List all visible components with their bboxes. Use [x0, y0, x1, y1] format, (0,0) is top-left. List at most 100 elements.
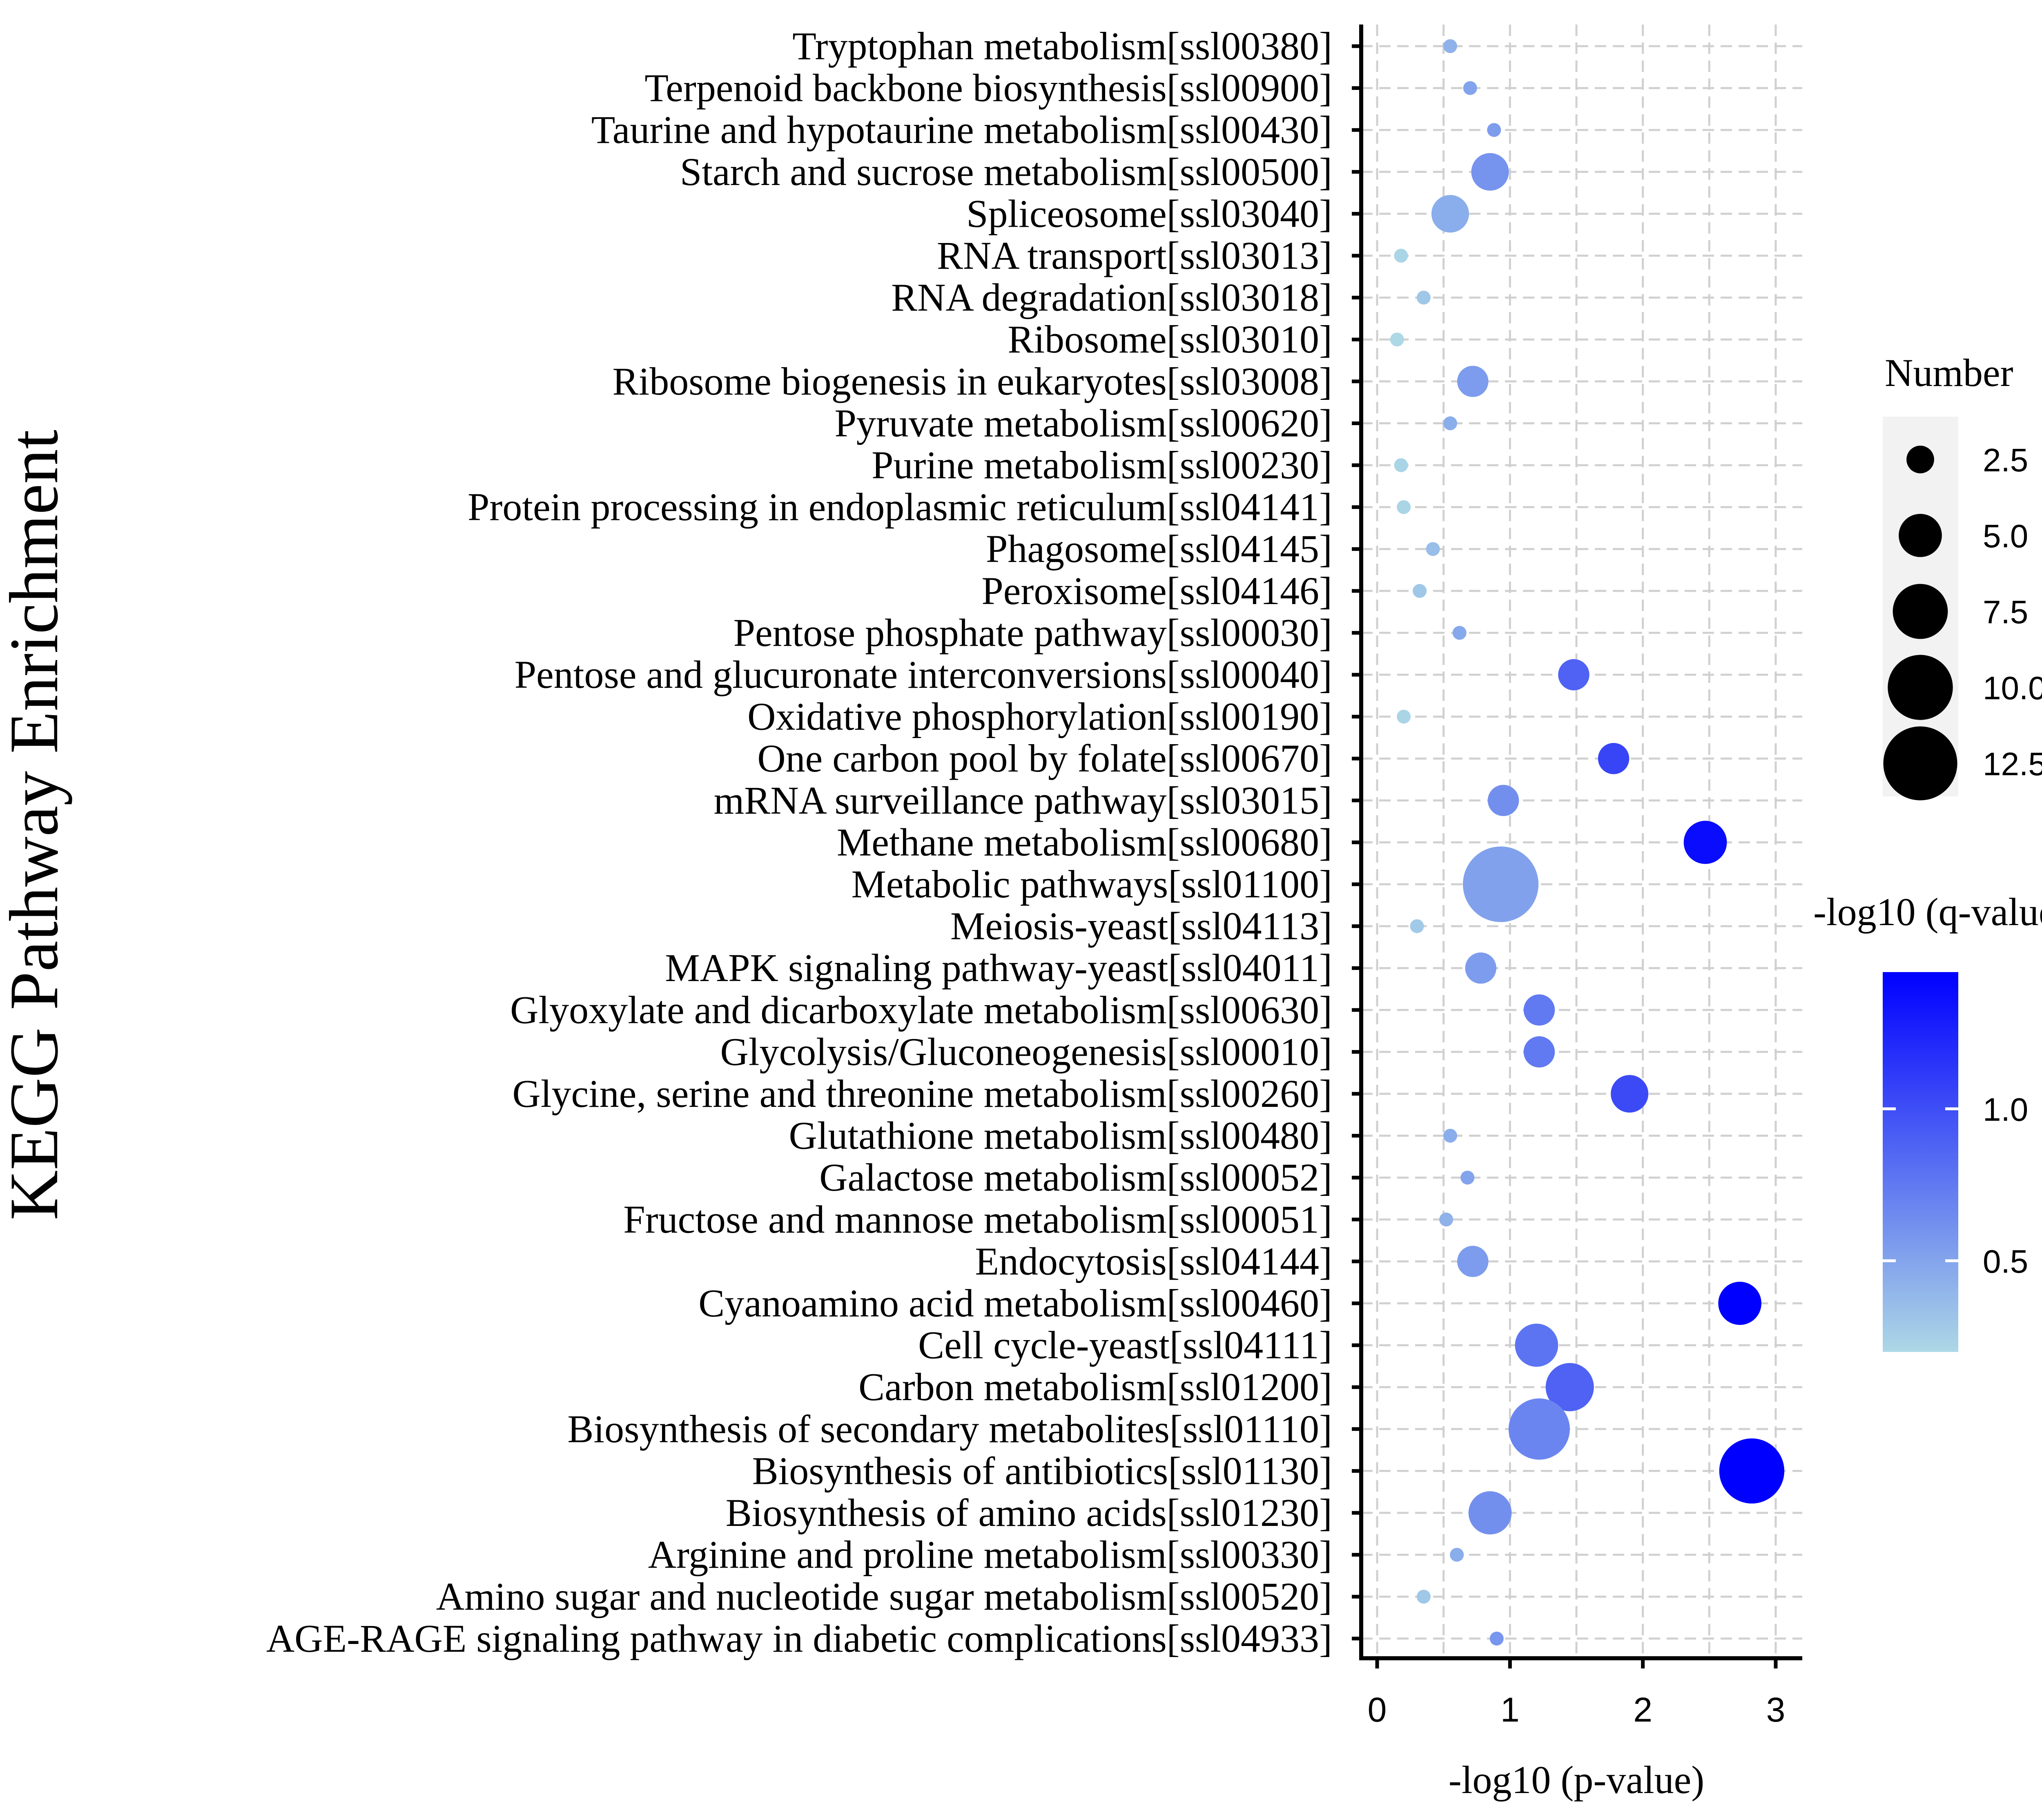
- color-legend-label: 1.0: [1983, 1091, 2028, 1128]
- pathway-name: Metabolic pathways: [851, 862, 1168, 906]
- y-tick-label: Pyruvate metabolism[ssl00620]: [834, 401, 1332, 445]
- data-point: [1523, 1036, 1555, 1068]
- data-point: [1443, 416, 1457, 430]
- y-tick-label: Peroxisome[ssl04146]: [981, 569, 1332, 613]
- grid: [1361, 25, 1802, 1658]
- pathway-code: [ssl00430]: [1167, 108, 1332, 152]
- pathway-code: [ssl00630]: [1167, 988, 1332, 1032]
- pathway-code: [ssl00030]: [1167, 611, 1332, 654]
- y-tick-label: One carbon pool by folate[ssl00670]: [757, 736, 1332, 780]
- pathway-name: AGE-RAGE signaling pathway in diabetic c…: [266, 1617, 1167, 1660]
- pathway-name: Protein processing in endoplasmic reticu…: [468, 485, 1167, 529]
- y-tick-label: Purine metabolism[ssl00230]: [872, 443, 1332, 487]
- size-legend-label: 5.0: [1983, 518, 2028, 554]
- pathway-name: Galactose metabolism: [819, 1155, 1166, 1199]
- data-point: [1457, 366, 1489, 397]
- data-point: [1450, 1548, 1464, 1562]
- size-legend: Number 2.5 5.0 7.5 10.0 12.5: [1883, 351, 2042, 801]
- size-legend-circle: [1883, 726, 1957, 801]
- pathway-name: Carbon metabolism: [858, 1365, 1167, 1409]
- pathway-name: Meiosis-yeast: [950, 904, 1168, 948]
- y-tick-label: Carbon metabolism[ssl01200]: [858, 1365, 1332, 1409]
- pathway-code: [ssl04111]: [1170, 1323, 1332, 1367]
- pathway-name: Biosynthesis of amino acids: [726, 1491, 1167, 1535]
- data-point: [1468, 1491, 1512, 1535]
- data-point: [1443, 1129, 1457, 1143]
- size-legend-circle: [1906, 446, 1934, 473]
- data-point: [1489, 1631, 1504, 1646]
- data-point: [1598, 743, 1630, 774]
- data-point: [1508, 1398, 1570, 1460]
- data-point: [1390, 332, 1404, 347]
- x-tick-label: 1: [1500, 1691, 1520, 1729]
- color-legend-label: 0.5: [1983, 1243, 2028, 1280]
- pathway-name: Biosynthesis of secondary metabolites: [567, 1407, 1169, 1451]
- y-tick-label: Spliceosome[ssl03040]: [966, 192, 1332, 235]
- y-tick-label: MAPK signaling pathway-yeast[ssl04011]: [665, 946, 1332, 990]
- y-tick-label: Galactose metabolism[ssl00052]: [819, 1155, 1332, 1199]
- pathway-code: [ssl01110]: [1170, 1407, 1332, 1451]
- y-tick-label: Glyoxylate and dicarboxylate metabolism[…: [510, 988, 1332, 1032]
- pathway-code: [ssl04113]: [1168, 904, 1332, 948]
- pathway-code: [ssl03010]: [1167, 317, 1332, 361]
- pathway-name: RNA degradation: [891, 276, 1167, 319]
- pathway-code: [ssl00190]: [1167, 695, 1332, 738]
- size-legend-title: Number: [1885, 351, 2013, 395]
- data-point: [1457, 1246, 1489, 1277]
- pathway-code: [ssl00040]: [1167, 653, 1332, 696]
- data-point: [1397, 500, 1411, 514]
- pathway-code: [ssl00500]: [1167, 150, 1332, 194]
- y-tick-label: Metabolic pathways[ssl01100]: [851, 862, 1332, 906]
- data-point: [1439, 1212, 1453, 1227]
- data-point: [1545, 1363, 1594, 1412]
- pathway-name: Phagosome: [986, 527, 1167, 571]
- pathway-name: One carbon pool by folate: [757, 736, 1166, 780]
- y-tick-label: Protein processing in endoplasmic reticu…: [468, 485, 1332, 529]
- data-point: [1463, 846, 1539, 922]
- data-point: [1416, 290, 1431, 305]
- data-point: [1611, 1075, 1649, 1113]
- x-ticks: 0 1 2 3: [1368, 1658, 1785, 1729]
- pathway-name: Taurine and hypotaurine metabolism: [591, 108, 1167, 152]
- x-tick-label: 2: [1633, 1691, 1652, 1729]
- y-tick-label: RNA degradation[ssl03018]: [891, 276, 1332, 319]
- y-tick-label: Biosynthesis of antibiotics[ssl01130]: [752, 1449, 1332, 1492]
- data-point: [1558, 659, 1589, 691]
- data-point: [1523, 994, 1555, 1026]
- pathway-code: [ssl00460]: [1167, 1281, 1332, 1325]
- data-point: [1465, 952, 1497, 984]
- size-legend-label: 7.5: [1983, 594, 2028, 630]
- pathway-code: [ssl00380]: [1167, 24, 1332, 68]
- pathway-name: Arginine and proline metabolism: [648, 1533, 1167, 1577]
- y-tick-label: Ribosome biogenesis in eukaryotes[ssl030…: [613, 359, 1332, 403]
- data-point: [1719, 1438, 1785, 1504]
- pathway-name: Oxidative phosphorylation: [747, 695, 1167, 738]
- y-tick-label: Oxidative phosphorylation[ssl00190]: [747, 695, 1332, 738]
- y-tick-label: RNA transport[ssl03013]: [937, 234, 1332, 277]
- data-point: [1394, 249, 1408, 263]
- y-tick-label: Starch and sucrose metabolism[ssl00500]: [680, 150, 1332, 194]
- pathway-code: [ssl00670]: [1167, 736, 1332, 780]
- pathway-code: [ssl04933]: [1167, 1617, 1332, 1660]
- pathway-name: Biosynthesis of antibiotics: [752, 1449, 1168, 1492]
- y-ticks: Tryptophan metabolism[ssl00380]Terpenoid…: [266, 24, 1361, 1660]
- y-tick-label: Ribosome[ssl03010]: [1008, 317, 1332, 361]
- size-legend-circle: [1888, 655, 1953, 720]
- y-tick-label: Glutathione metabolism[ssl00480]: [789, 1114, 1333, 1158]
- y-tick-label: Fructose and mannose metabolism[ssl00051…: [623, 1198, 1332, 1241]
- pathway-code: [ssl00230]: [1167, 443, 1332, 487]
- y-tick-label: Phagosome[ssl04145]: [986, 527, 1332, 571]
- data-point: [1471, 153, 1509, 191]
- color-bar: [1883, 972, 1958, 1352]
- size-legend-items: 2.5 5.0 7.5 10.0 12.5: [1883, 417, 2042, 801]
- pathway-name: Cyanoamino acid metabolism: [698, 1281, 1166, 1325]
- y-tick-label: Meiosis-yeast[ssl04113]: [950, 904, 1332, 948]
- y-tick-label: Cyanoamino acid metabolism[ssl00460]: [698, 1281, 1332, 1325]
- pathway-name: Starch and sucrose metabolism: [680, 150, 1167, 194]
- pathway-code: [ssl00010]: [1167, 1030, 1332, 1073]
- y-tick-label: Glycolysis/Gluconeogenesis[ssl00010]: [720, 1030, 1333, 1073]
- pathway-code: [ssl04146]: [1167, 569, 1332, 613]
- data-point: [1460, 1171, 1475, 1185]
- data-point: [1443, 39, 1457, 53]
- pathway-name: Peroxisome: [981, 569, 1166, 613]
